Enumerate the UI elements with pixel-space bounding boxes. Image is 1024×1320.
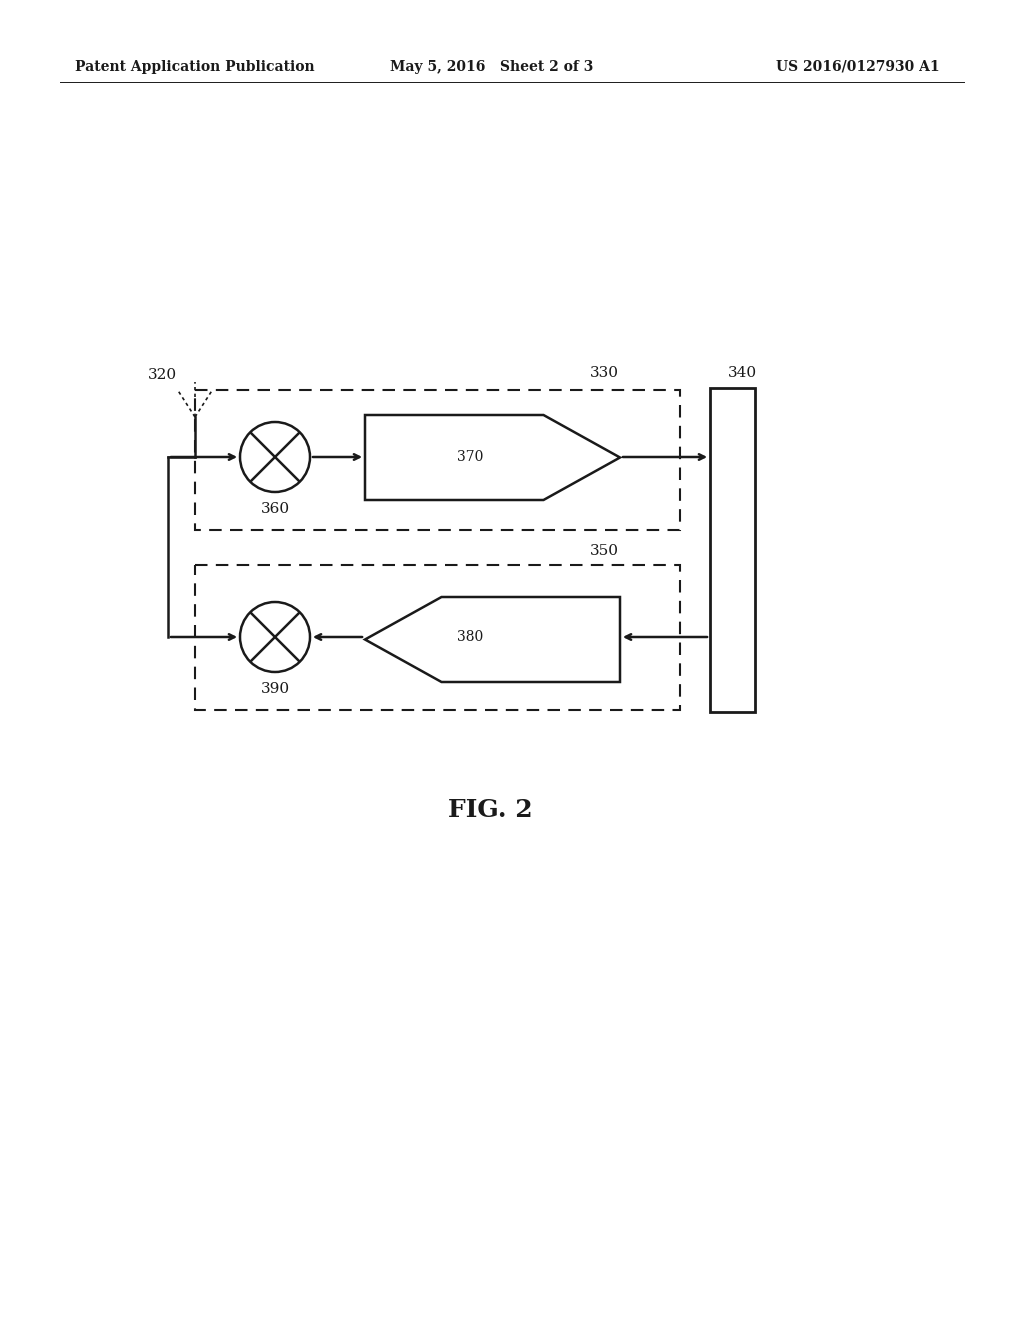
Polygon shape xyxy=(365,597,620,682)
Ellipse shape xyxy=(240,422,310,492)
Polygon shape xyxy=(365,414,620,500)
Text: 370: 370 xyxy=(457,450,483,465)
Text: Patent Application Publication: Patent Application Publication xyxy=(75,59,314,74)
Bar xyxy=(710,388,755,711)
Bar xyxy=(195,565,680,710)
Bar xyxy=(195,389,680,531)
Text: 380: 380 xyxy=(457,630,483,644)
Ellipse shape xyxy=(240,602,310,672)
Text: 320: 320 xyxy=(148,368,177,381)
Text: 340: 340 xyxy=(728,366,757,380)
Text: 350: 350 xyxy=(590,544,618,558)
Text: US 2016/0127930 A1: US 2016/0127930 A1 xyxy=(776,59,940,74)
Text: 390: 390 xyxy=(260,682,290,696)
Text: FIG. 2: FIG. 2 xyxy=(447,799,532,822)
Text: May 5, 2016   Sheet 2 of 3: May 5, 2016 Sheet 2 of 3 xyxy=(390,59,593,74)
Text: 360: 360 xyxy=(260,502,290,516)
Text: 330: 330 xyxy=(590,366,618,380)
